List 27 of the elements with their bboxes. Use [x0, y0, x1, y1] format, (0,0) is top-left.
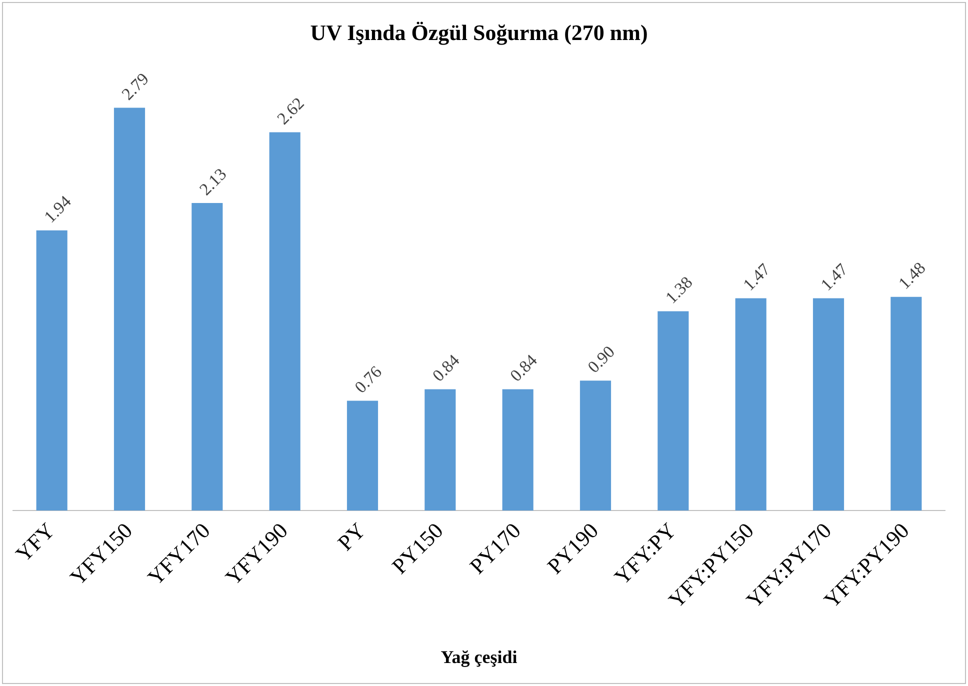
data-label: 2.13 [196, 164, 230, 199]
chart-title: UV Işında Özgül Soğurma (270 nm) [310, 20, 648, 45]
bar [580, 380, 612, 510]
data-label: 1.48 [894, 258, 930, 293]
bar [114, 108, 146, 510]
bar [424, 389, 456, 510]
bar [502, 389, 534, 510]
data-label: 2.79 [118, 69, 153, 104]
bar [735, 298, 766, 510]
x-axis-title: Yağ çeşidi [440, 646, 518, 667]
bar [812, 298, 844, 510]
data-label: 0.90 [584, 342, 619, 377]
bar [658, 311, 689, 510]
bar [890, 296, 922, 510]
data-label: 0.84 [428, 350, 464, 386]
bar [346, 400, 378, 510]
bar [269, 132, 300, 510]
data-label: 1.94 [40, 192, 76, 226]
bar [192, 203, 223, 510]
data-label: 2.62 [273, 94, 308, 128]
data-label: 0.76 [351, 362, 386, 397]
data-label: 0.84 [506, 350, 542, 386]
data-label: 1.47 [817, 259, 852, 294]
bar [36, 230, 68, 510]
x-tick-label: PY [332, 518, 370, 556]
data-label: 1.47 [739, 259, 774, 294]
data-label: 1.38 [662, 272, 696, 308]
